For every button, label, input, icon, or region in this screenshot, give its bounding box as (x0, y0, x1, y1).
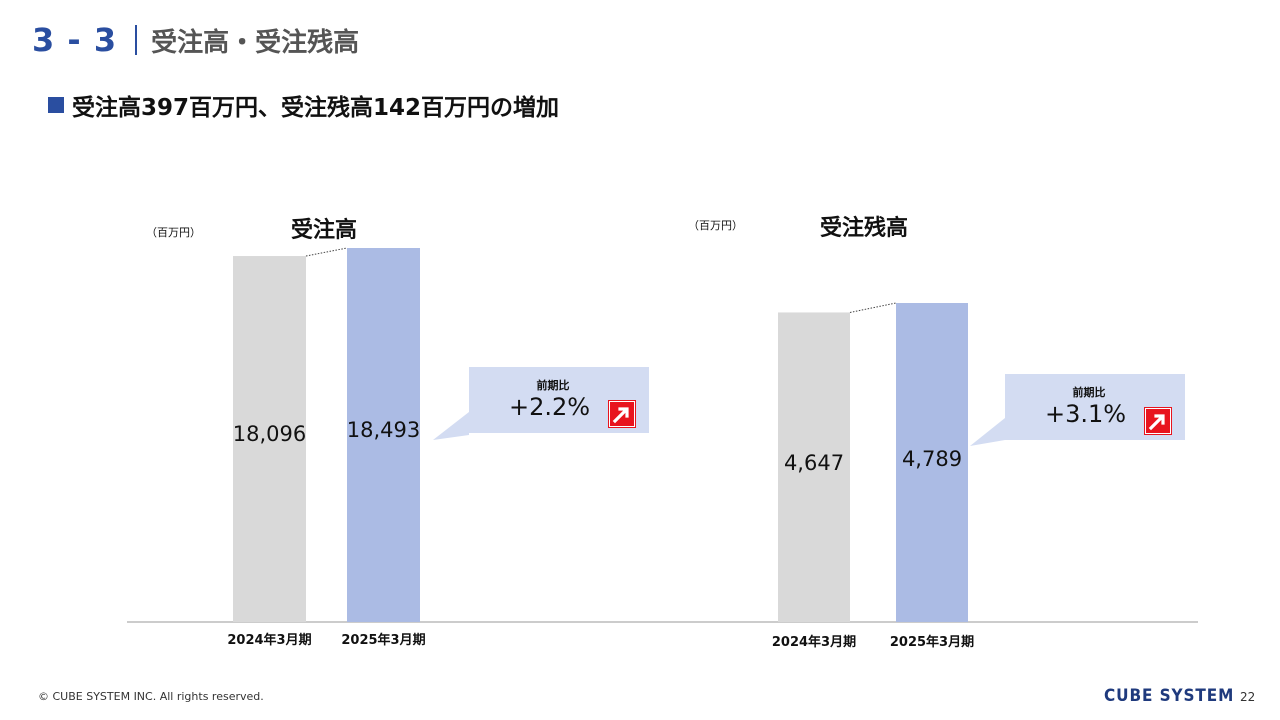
change-value: +3.1% (1045, 400, 1127, 428)
bar-value-label: 18,096 (233, 422, 306, 446)
bullet-square-icon (48, 97, 64, 113)
bar-value-label: 4,647 (784, 451, 844, 475)
subheading-text: 受注高397百万円、受注残高142百万円の増加 (72, 95, 560, 121)
unit-label-backlog: （百万円） (688, 219, 743, 232)
callout-tail (433, 412, 469, 440)
bar-1-0 (778, 312, 850, 622)
subheading: 受注高397百万円、受注残高142百万円の増加 (48, 88, 559, 122)
section-title: 受注高・受注残高 (151, 27, 360, 58)
change-label: 前期比 (536, 379, 570, 392)
category-tick-label: 2024年3月期 (227, 632, 311, 648)
change-value: +2.2% (509, 393, 591, 421)
change-callout-backlog: 前期比 +3.1% (1005, 374, 1185, 440)
connector-line (305, 247, 348, 257)
change-callout-orders: 前期比 +2.2% (469, 367, 649, 433)
bar-0-1 (347, 248, 420, 622)
change-label: 前期比 (1072, 386, 1106, 399)
header-divider (135, 25, 138, 55)
up-arrow-icon (609, 401, 635, 427)
unit-label-orders: （百万円） (146, 226, 201, 239)
connector-line (849, 302, 897, 313)
category-tick-label: 2024年3月期 (772, 634, 856, 650)
bar-value-label: 18,493 (347, 418, 420, 442)
copyright-text: © CUBE SYSTEM INC. All rights reserved. (38, 690, 264, 703)
bar-value-label: 4,789 (902, 447, 962, 471)
company-logo: CUBE SYSTEM (1104, 686, 1235, 706)
up-arrow-icon (1145, 408, 1171, 434)
slide-header: 3 - 3 受注高・受注残高 (32, 18, 359, 62)
bar-0-0 (233, 256, 306, 622)
chart-title-backlog: 受注残高 (820, 216, 909, 241)
chart-title-orders: 受注高 (291, 218, 358, 243)
section-number: 3 - 3 (32, 21, 118, 59)
bar-1-1 (896, 303, 968, 622)
category-tick-label: 2025年3月期 (890, 634, 974, 650)
category-tick-label: 2025年3月期 (341, 632, 425, 648)
page-number: 22 (1240, 690, 1256, 704)
callout-tail (970, 418, 1005, 446)
